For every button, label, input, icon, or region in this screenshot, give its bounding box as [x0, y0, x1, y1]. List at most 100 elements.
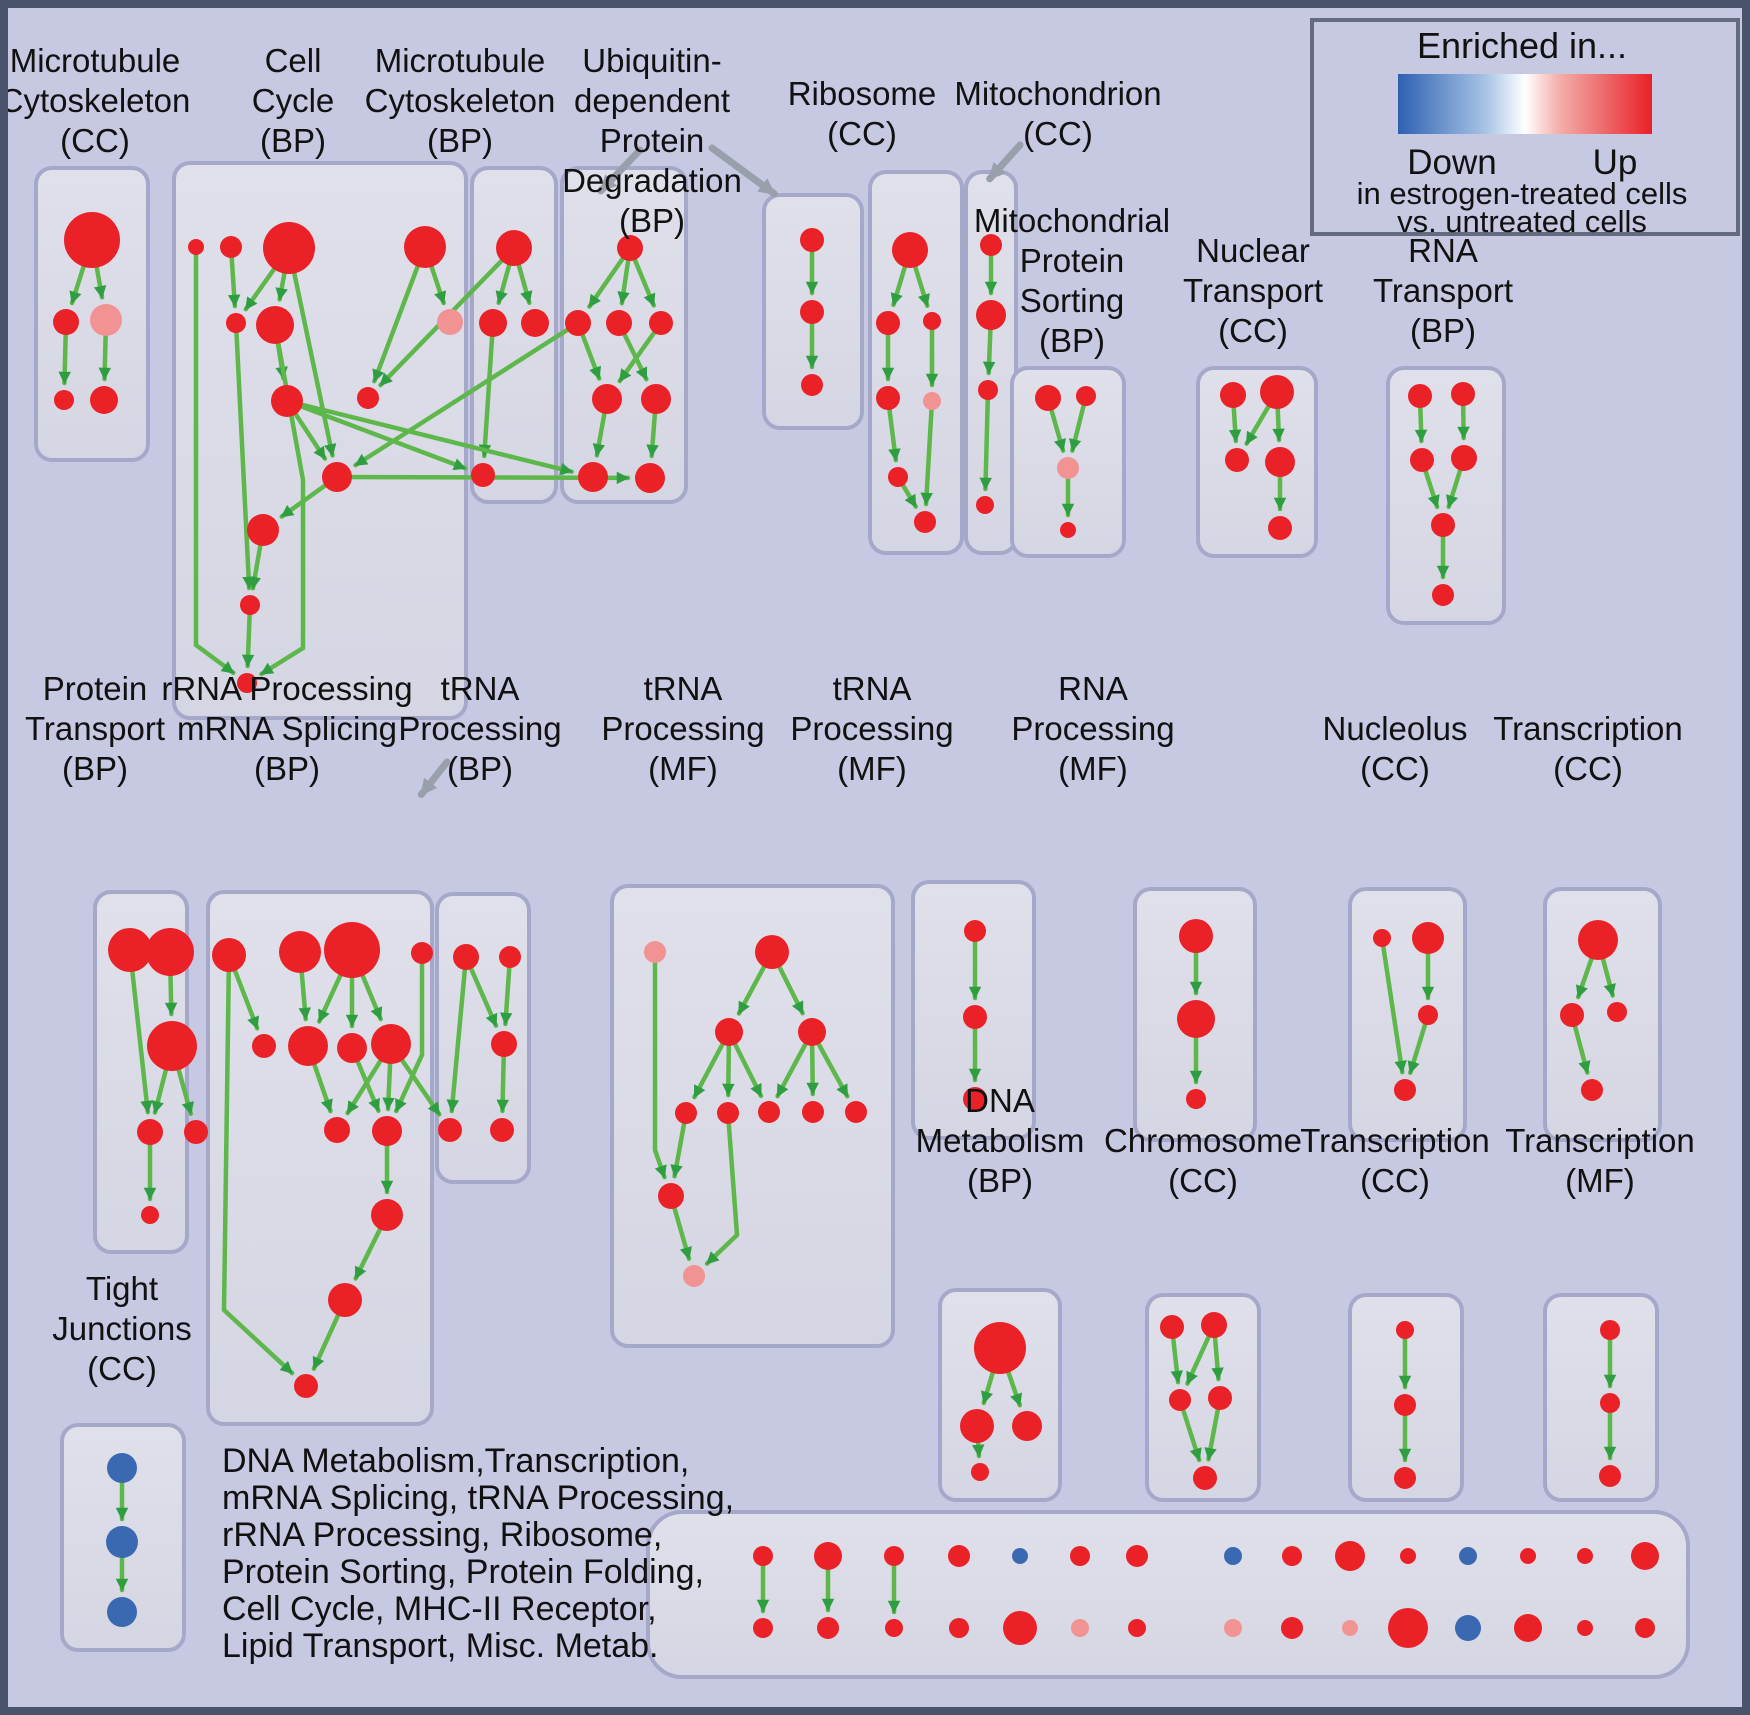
- go-term-node-cell_cycle-cc3: [263, 222, 315, 274]
- go-term-node-chromosome-c5: [1193, 1466, 1217, 1490]
- go-term-node-nuclear_transport-n4: [1265, 447, 1295, 477]
- go-term-node-trna_bp-w1: [453, 944, 479, 970]
- cluster-box-misc-terms: [646, 1510, 1690, 1679]
- go-term-node-mitochondrion-mm4: [976, 496, 994, 514]
- edge-microtubule_bp-m2-m4: [478, 320, 496, 459]
- go-term-node-tight_junctions-tj1: [107, 1453, 137, 1483]
- legend-up-label: Up: [1593, 143, 1638, 182]
- go-term-node-ubiquitin1-u5: [592, 384, 622, 414]
- misc-node-bottom-13: [1514, 1614, 1542, 1642]
- labels-layer: Microtubule Cytoskeleton (CC) Cell Cycle (BP)…: [0, 42, 1695, 1665]
- go-term-node-rna_transport-t1: [1408, 384, 1432, 408]
- go-term-node-trna_mf_large-g4: [798, 1018, 826, 1046]
- go-term-node-nuclear_transport-n2: [1260, 375, 1294, 409]
- go-term-node-cell_cycle-cc9: [357, 387, 379, 409]
- cluster-label-rna_transport: RNA Transport (BP): [1373, 232, 1513, 349]
- go-term-node-transcription_cc2-k2: [1560, 1003, 1584, 1027]
- go-term-node-trna_mf_small-h3: [963, 1087, 987, 1111]
- cluster-box-ribosome: [868, 170, 964, 555]
- go-term-node-mito_sorting-s4: [1060, 522, 1076, 538]
- misc-node-top-7: [1126, 1545, 1148, 1567]
- misc-node-bottom-9: [1281, 1617, 1303, 1639]
- go-term-node-protein_transport-p2: [146, 928, 194, 976]
- go-term-node-cell_cycle-cc13: [237, 673, 257, 693]
- edge-nucleolus-j3-j4: [1407, 1012, 1431, 1076]
- misc-terms-text-block: DNA Metabolism,Transcription, mRNA Splici…: [222, 1442, 734, 1665]
- go-term-node-rrna-q6: [288, 1026, 328, 1066]
- cluster-label-protein_transport: Protein Transport (BP): [25, 670, 165, 787]
- misc-node-bottom-2: [817, 1617, 839, 1639]
- go-term-node-microtubule_bp-m2: [479, 309, 507, 337]
- go-term-node-chromosome-c3: [1169, 1389, 1191, 1411]
- go-term-node-rna_transport-t5: [1431, 513, 1455, 537]
- go-term-node-trna_mf_small-h2: [963, 1005, 987, 1029]
- go-term-node-trna_mf_large-g8: [802, 1101, 824, 1123]
- go-term-node-transcription_mf-o1: [1600, 1320, 1620, 1340]
- misc-node-top-1: [753, 1546, 773, 1566]
- go-term-node-dna_metabolism-d1: [974, 1322, 1026, 1374]
- go-term-node-dna_metabolism-d3: [1012, 1411, 1042, 1441]
- go-term-node-nucleolus-j4: [1394, 1079, 1416, 1101]
- go-term-node-protein_transport-p6: [141, 1206, 159, 1224]
- misc-node-bottom-8: [1224, 1619, 1242, 1637]
- go-term-node-mito_sorting-s1: [1035, 385, 1061, 411]
- go-term-node-cell_cycle-cc1: [188, 239, 204, 255]
- pointer-arrow-ubiquitin-to-left-box: [597, 146, 644, 195]
- cluster-label-transcription_mf: Transcription (MF): [1505, 1122, 1695, 1199]
- misc-node-bottom-12: [1455, 1615, 1481, 1641]
- misc-node-bottom-4: [949, 1618, 969, 1638]
- go-term-node-microtubule_bp-m4: [471, 463, 495, 487]
- go-term-node-trna_mf_large-g6: [717, 1102, 739, 1124]
- misc-node-bottom-5: [1003, 1611, 1037, 1645]
- go-term-node-transcription_mf-o2: [1600, 1393, 1620, 1413]
- edge-protein_transport-p1-p4: [127, 947, 153, 1115]
- misc-node-bottom-6: [1071, 1619, 1089, 1637]
- misc-node-top-10: [1335, 1541, 1365, 1571]
- cluster-box-nucleolus: [1348, 887, 1467, 1142]
- go-term-node-nucleolus-j2: [1412, 922, 1444, 954]
- cluster-label-rrna: rRNA Processing mRNA Splicing (BP): [161, 670, 412, 787]
- cluster-label-transcription_cc2: Transcription (CC): [1493, 710, 1683, 787]
- edge-rrna-q4-q10: [393, 950, 425, 1114]
- misc-node-top-5: [1012, 1548, 1028, 1564]
- go-term-node-ubiquitin2-v2: [800, 300, 824, 324]
- misc-node-top-12: [1459, 1547, 1477, 1565]
- go-term-node-trna_mf_large-g10: [658, 1183, 684, 1209]
- go-term-node-mitochondrion-mm1: [980, 234, 1002, 256]
- go-term-node-protein_transport-p5: [184, 1120, 208, 1144]
- go-term-node-cell_cycle-cc12: [240, 595, 260, 615]
- go-term-node-protein_transport-p1: [108, 928, 152, 972]
- edge-cell_cycle-cc3-cc10: [286, 245, 337, 458]
- cluster-label-tight_junctions: Tight Junctions (CC): [52, 1270, 191, 1387]
- go-term-node-rrna-q12: [328, 1283, 362, 1317]
- misc-node-bottom-1: [753, 1618, 773, 1638]
- go-term-node-trna_bp-w3: [491, 1031, 517, 1057]
- go-term-node-trna_mf_large-g5: [675, 1102, 697, 1124]
- legend-title: Enriched in...: [1417, 25, 1627, 66]
- misc-node-top-8: [1224, 1547, 1242, 1565]
- legend-down-label: Down: [1407, 143, 1496, 182]
- misc-node-top-3: [884, 1546, 904, 1566]
- go-term-node-tight_junctions-tj3: [107, 1597, 137, 1627]
- go-term-node-cell_cycle-cc6: [256, 306, 294, 344]
- go-term-node-ubiquitin1-u4: [649, 311, 673, 335]
- go-term-node-microtubule_cc-d: [54, 390, 74, 410]
- go-term-node-nuclear_transport-n1: [1220, 382, 1246, 408]
- edge-cell_cycle-cc4-cc9: [372, 244, 428, 384]
- go-term-node-trna_mf_large-g7: [758, 1101, 780, 1123]
- go-term-node-rna_processing_mf-i3: [1186, 1089, 1206, 1109]
- go-term-node-transcription_cc3-l1: [1396, 1321, 1414, 1339]
- go-term-node-rrna-q3: [324, 922, 380, 978]
- cluster-label-ubiquitin: Ubiquitin-dependent Protein Degradation (BP…: [562, 42, 742, 239]
- go-term-node-ubiquitin1-u7: [578, 462, 608, 492]
- go-term-node-rrna-q1: [212, 938, 246, 972]
- go-term-node-rna_processing_mf-i1: [1179, 919, 1213, 953]
- edge-nucleolus-j1-j4: [1379, 935, 1407, 1075]
- go-term-node-rrna-q13: [294, 1374, 318, 1398]
- misc-node-bottom-7: [1128, 1619, 1146, 1637]
- go-term-node-ribosome-r7: [914, 511, 936, 533]
- pointer-arrow-ubiquitin-to-right-box: [708, 144, 778, 198]
- legend-caption-line2: vs. untreated cells: [1397, 204, 1647, 239]
- cluster-box-nuclear_transport: [1196, 366, 1318, 558]
- go-term-node-microtubule_cc-c: [90, 304, 122, 336]
